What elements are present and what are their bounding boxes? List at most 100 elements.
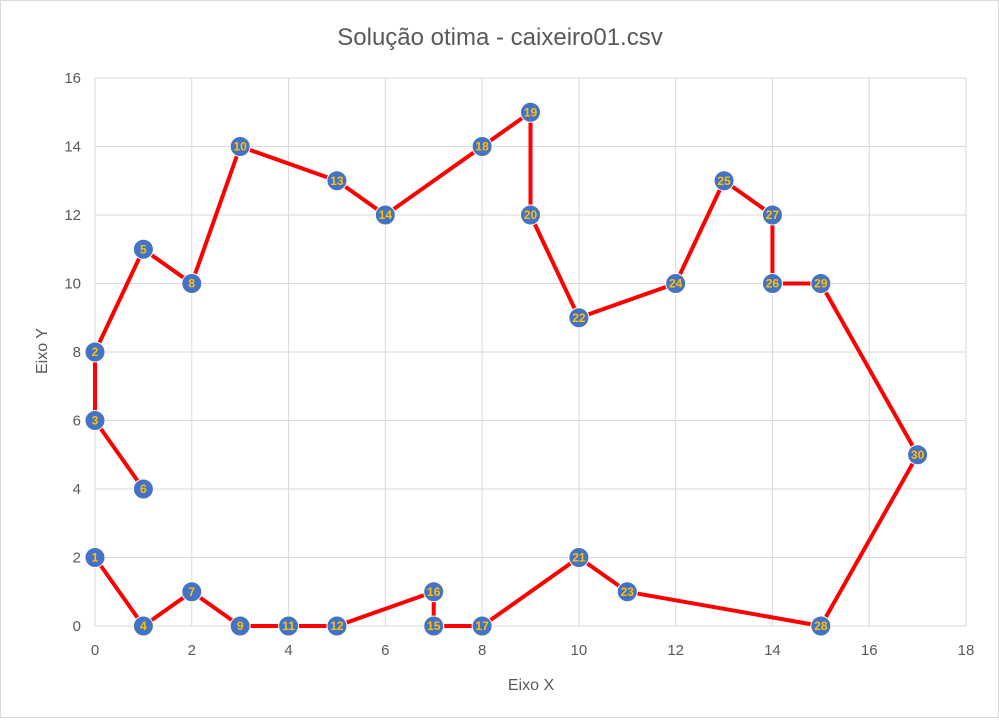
- route-node-9: 9: [229, 615, 251, 637]
- node-label: 5: [140, 242, 147, 256]
- y-tick-label: 16: [64, 70, 81, 87]
- node-marker: [810, 273, 832, 294]
- y-tick-label: 8: [73, 344, 81, 361]
- route-node-15: 15: [423, 615, 445, 637]
- x-tick-label: 14: [764, 642, 781, 659]
- node-label: 29: [814, 277, 828, 291]
- node-marker: [181, 273, 203, 294]
- route-node-29: 29: [810, 273, 832, 294]
- node-marker: [520, 204, 541, 226]
- node-label: 26: [766, 277, 780, 291]
- route-node-7: 7: [181, 581, 203, 603]
- node-label: 8: [188, 277, 195, 291]
- node-label: 14: [379, 208, 393, 222]
- y-axis-label: Eixo Y: [34, 328, 51, 374]
- x-tick-label: 0: [91, 642, 99, 659]
- node-marker: [713, 170, 735, 192]
- node-marker: [761, 204, 783, 226]
- node-label: 17: [475, 619, 489, 633]
- route-node-13: 13: [326, 170, 348, 192]
- node-label: 28: [814, 619, 828, 633]
- route-node-18: 18: [471, 136, 493, 157]
- node-marker: [326, 170, 348, 192]
- x-tick-label: 18: [958, 642, 975, 659]
- route-node-20: 20: [520, 204, 541, 226]
- x-tick-label: 12: [667, 642, 684, 659]
- node-marker: [132, 238, 154, 260]
- route-node-4: 4: [132, 615, 154, 637]
- node-marker: [84, 547, 106, 568]
- y-tick-label: 2: [73, 550, 81, 567]
- node-label: 27: [766, 208, 780, 222]
- node-label: 22: [572, 311, 586, 325]
- route-node-24: 24: [665, 273, 687, 294]
- node-marker: [616, 581, 638, 603]
- node-marker: [84, 410, 106, 431]
- route-node-6: 6: [132, 478, 154, 500]
- route-node-14: 14: [374, 204, 396, 226]
- y-tick-label: 12: [64, 207, 81, 224]
- node-label: 3: [92, 414, 99, 428]
- node-marker: [374, 204, 396, 226]
- node-marker: [181, 581, 203, 603]
- node-label: 7: [188, 585, 195, 599]
- chart-title: Solução otima - caixeiro01.csv: [337, 24, 662, 51]
- node-label: 30: [911, 448, 925, 462]
- y-tick-label: 4: [73, 481, 81, 498]
- node-label: 2: [92, 345, 99, 359]
- node-marker: [423, 615, 445, 637]
- node-marker: [278, 615, 300, 637]
- route-node-1: 1: [84, 547, 106, 568]
- route-node-28: 28: [810, 615, 832, 637]
- route-node-19: 19: [520, 101, 541, 123]
- node-label: 10: [233, 140, 247, 154]
- node-marker: [810, 615, 832, 637]
- node-label: 15: [427, 619, 441, 633]
- node-label: 12: [330, 619, 344, 633]
- route-node-12: 12: [326, 615, 348, 637]
- route-node-21: 21: [568, 547, 590, 568]
- node-label: 1: [92, 551, 99, 565]
- x-tick-label: 6: [381, 642, 389, 659]
- x-tick-label: 10: [571, 642, 588, 659]
- node-label: 4: [140, 619, 147, 633]
- node-label: 18: [475, 140, 489, 154]
- route-node-5: 5: [132, 238, 154, 260]
- node-label: 20: [524, 208, 538, 222]
- route-node-23: 23: [616, 581, 638, 603]
- node-marker: [568, 547, 590, 568]
- route-node-30: 30: [907, 444, 929, 466]
- node-label: 23: [621, 585, 635, 599]
- route-node-26: 26: [761, 273, 783, 294]
- route-lines: [93, 110, 920, 628]
- node-marker: [471, 615, 493, 637]
- node-marker: [229, 615, 251, 637]
- node-label: 6: [140, 482, 147, 496]
- route-node-25: 25: [713, 170, 735, 192]
- route-node-22: 22: [568, 307, 590, 329]
- node-marker: [132, 615, 154, 637]
- x-tick-label: 8: [478, 642, 486, 659]
- route-node-3: 3: [84, 410, 106, 431]
- route-node-17: 17: [471, 615, 493, 637]
- y-tick-label: 14: [64, 139, 81, 156]
- y-tick-label: 0: [73, 618, 81, 635]
- node-marker: [520, 101, 541, 123]
- node-marker: [229, 136, 251, 157]
- y-tick-label: 10: [64, 276, 81, 293]
- node-label: 16: [427, 585, 441, 599]
- node-marker: [423, 581, 445, 603]
- node-label: 11: [282, 619, 295, 633]
- node-label: 9: [237, 619, 244, 633]
- x-axis-label: Eixo X: [508, 677, 555, 694]
- node-label: 19: [524, 105, 538, 119]
- route-node-27: 27: [761, 204, 783, 226]
- route-node-16: 16: [423, 581, 445, 603]
- route-node-11: 11: [278, 615, 300, 637]
- node-marker: [568, 307, 590, 329]
- node-marker: [907, 444, 929, 466]
- x-tick-label: 4: [284, 642, 292, 659]
